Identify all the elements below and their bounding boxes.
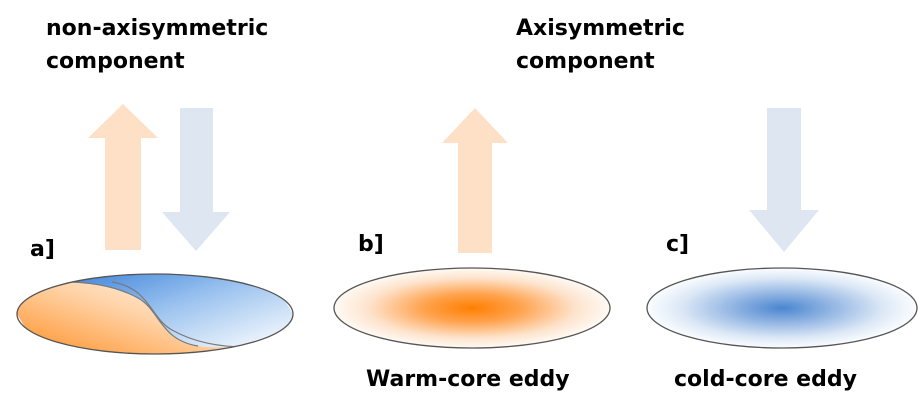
panel-label-a: a] (30, 237, 55, 262)
caption-warm-core-eddy: Warm-core eddy (366, 367, 570, 392)
heading-axisymmetric-line1: Axisymmetric (516, 16, 685, 41)
heading-non-axisymmetric-line2: component (46, 49, 185, 74)
panel-label-b: b] (358, 232, 384, 257)
warm-up-arrow-a (88, 104, 158, 250)
panel-label-c: c] (666, 232, 690, 257)
non-axisymmetric-eddy (16, 273, 294, 355)
caption-cold-core-eddy: cold-core eddy (674, 367, 857, 392)
warm-up-arrow-b (442, 108, 508, 253)
heading-non-axisymmetric: non-axisymmetric component (46, 12, 268, 78)
heading-axisymmetric-line2: component (516, 49, 655, 74)
cold-core-eddy (646, 267, 918, 349)
blue-swirl-lobe (55, 274, 293, 348)
cold-down-arrow-c (749, 108, 819, 252)
warm-core-eddy (333, 267, 611, 349)
heading-non-axisymmetric-line1: non-axisymmetric (46, 16, 269, 41)
heading-axisymmetric: Axisymmetric component (516, 12, 685, 78)
cold-down-arrow-a (162, 108, 230, 251)
